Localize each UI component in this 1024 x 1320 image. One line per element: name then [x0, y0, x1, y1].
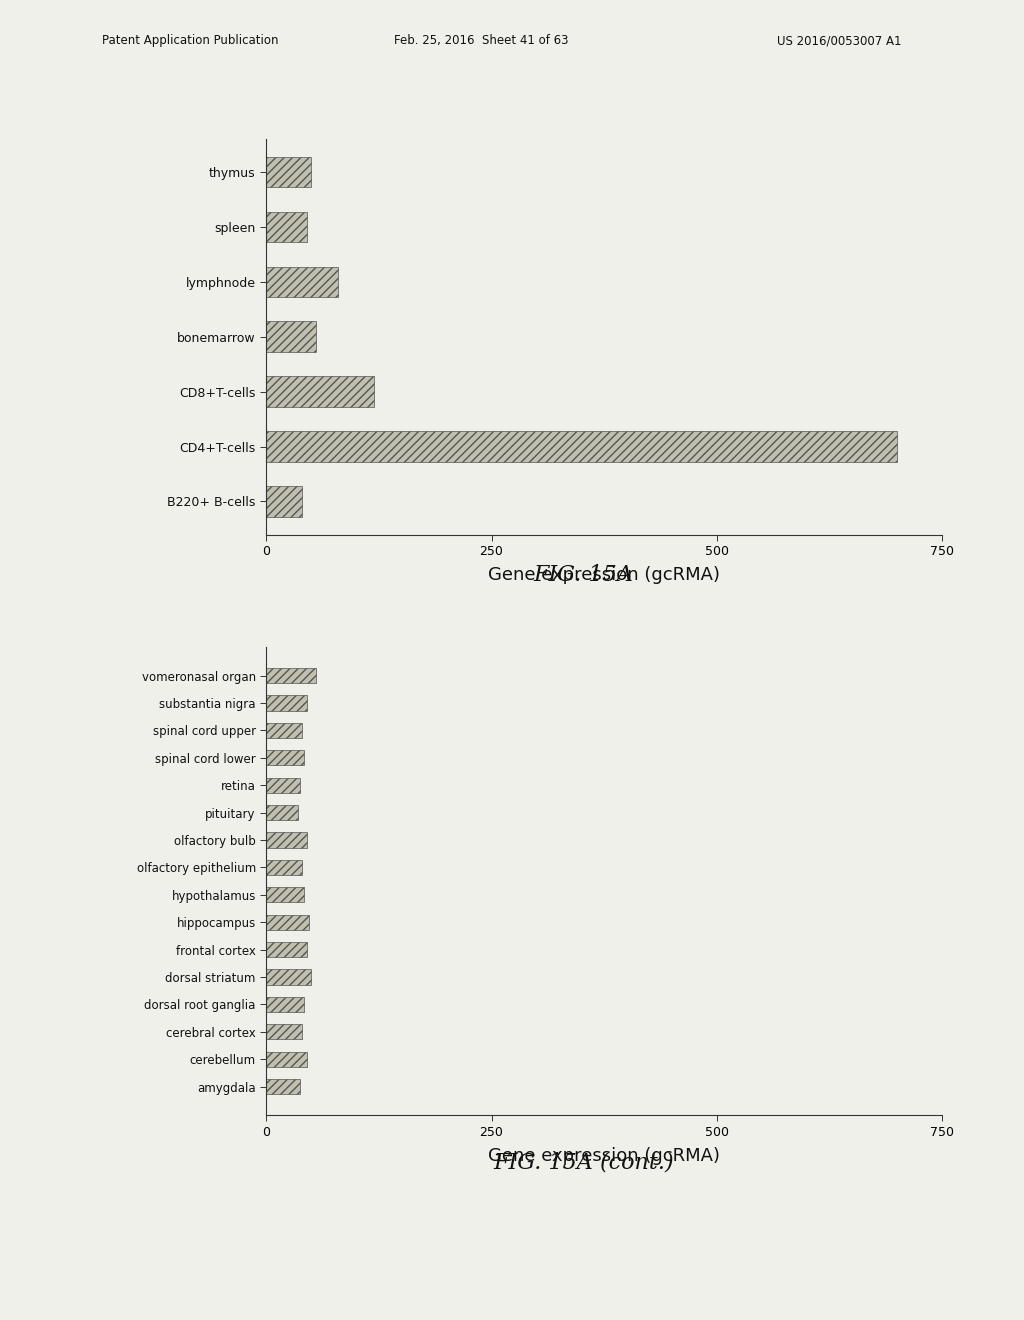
Text: US 2016/0053007 A1: US 2016/0053007 A1 [776, 34, 901, 48]
Bar [266, 668, 315, 684]
Bar [266, 432, 897, 462]
Bar [266, 859, 302, 875]
Bar [266, 696, 307, 710]
Bar [266, 750, 304, 766]
Bar [266, 211, 307, 242]
Text: Feb. 25, 2016  Sheet 41 of 63: Feb. 25, 2016 Sheet 41 of 63 [394, 34, 568, 48]
Bar [266, 157, 311, 187]
Bar [266, 376, 375, 407]
Bar [266, 942, 307, 957]
Bar [266, 997, 304, 1012]
Bar [266, 322, 315, 351]
Text: FIG. 15A (cont.): FIG. 15A (cont.) [494, 1151, 674, 1173]
Text: Patent Application Publication: Patent Application Publication [102, 34, 279, 48]
Bar [266, 1024, 302, 1039]
X-axis label: Gene expression (gcRMA): Gene expression (gcRMA) [488, 1147, 720, 1166]
Bar [266, 777, 300, 793]
Bar [266, 486, 302, 516]
Text: FIG. 15A: FIG. 15A [534, 564, 634, 586]
Bar [266, 833, 307, 847]
Bar [266, 887, 304, 903]
Bar [266, 1052, 307, 1067]
Bar [266, 805, 298, 820]
Bar [266, 915, 309, 929]
Bar [266, 267, 338, 297]
Bar [266, 969, 311, 985]
X-axis label: Gene expression (gcRMA): Gene expression (gcRMA) [488, 566, 720, 585]
Bar [266, 723, 302, 738]
Bar [266, 1078, 300, 1094]
